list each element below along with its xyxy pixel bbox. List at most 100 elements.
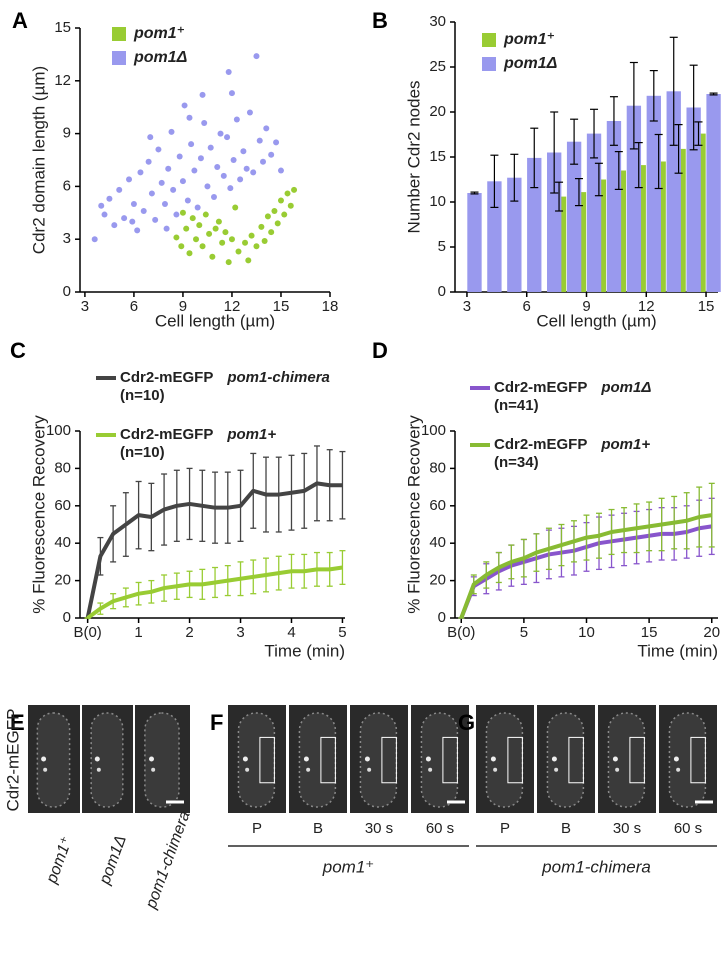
micrograph (350, 705, 408, 813)
micrograph (289, 705, 347, 813)
legend-label: pom1Δ (133, 49, 188, 66)
cell-outline (546, 712, 585, 808)
legend-n: (n=10) (120, 387, 165, 404)
panel-letter: E (10, 710, 25, 735)
bleach-box (320, 736, 336, 784)
legend-strain: pom1Δ (600, 379, 651, 396)
cell-outline (668, 712, 707, 808)
x-tick-label: 2 (185, 624, 193, 641)
image-ylabel: Cdr2-mEGFP (3, 709, 22, 812)
error-bar (634, 142, 643, 189)
bleach-box (442, 736, 458, 784)
bar (666, 91, 681, 292)
signal-spot (242, 756, 248, 762)
bar (507, 177, 522, 292)
y-tick-label: 60 (429, 497, 446, 514)
frame-label: B (561, 820, 571, 837)
error-bar (470, 191, 479, 195)
x-tick-label: 20 (703, 624, 720, 641)
legend-label: pom1⁺ (133, 25, 185, 42)
signal-spot (425, 756, 431, 762)
signal-spot (551, 756, 557, 762)
signal-spot (41, 756, 47, 762)
point (189, 215, 196, 222)
point (261, 237, 268, 244)
point (126, 176, 133, 183)
y-tick-label: 30 (429, 13, 446, 30)
point (111, 222, 118, 229)
cell-outline (359, 712, 398, 808)
error-bar (629, 61, 638, 150)
error-bar (530, 127, 539, 189)
legend-n: (n=41) (494, 397, 539, 414)
bar (527, 157, 542, 292)
point (284, 190, 291, 197)
series-line (86, 565, 343, 620)
panel-letter: C (10, 338, 26, 363)
point (188, 141, 195, 148)
image-label: pom1⁺ (43, 834, 76, 886)
point (116, 186, 123, 193)
signal-spot (94, 756, 100, 762)
signal-spot (612, 756, 618, 762)
point (277, 197, 284, 204)
error-bar (550, 111, 559, 194)
frame-label: P (500, 820, 510, 837)
point (287, 202, 294, 209)
frame-label: 60 s (426, 820, 454, 837)
error-bar (709, 92, 718, 96)
x-axis-label: Cell length (µm) (155, 311, 275, 330)
point (215, 218, 222, 225)
bar (626, 105, 642, 292)
legend-label: pom1⁺ (503, 31, 555, 48)
y-axis-label: % Fluorescence Recovery (404, 415, 423, 614)
micrograph (537, 705, 595, 813)
micrograph (659, 705, 717, 813)
legend-swatch (482, 33, 496, 47)
y-tick-label: 9 (63, 125, 71, 142)
point (268, 151, 275, 158)
y-tick-label: 0 (63, 283, 71, 300)
bleach-box (690, 736, 706, 784)
point (183, 225, 190, 232)
y-tick-label: 40 (429, 534, 446, 551)
micrograph (228, 705, 286, 813)
point (233, 116, 240, 123)
point (206, 230, 213, 237)
point (168, 128, 175, 135)
cell-outline (90, 712, 124, 808)
image-label: pom1-chimera (142, 809, 193, 912)
point (250, 169, 257, 176)
point (235, 248, 242, 255)
point (224, 134, 231, 141)
y-tick-label: 0 (63, 609, 71, 626)
point (245, 257, 252, 264)
legend-n: (n=10) (120, 444, 165, 461)
x-tick-label: 15 (698, 298, 715, 315)
point (170, 186, 177, 193)
x-tick-label: B(0) (447, 624, 475, 641)
point (281, 211, 288, 218)
x-axis-label: Cell length (µm) (536, 311, 656, 330)
legend-strain: pom1+ (226, 426, 276, 443)
bar (547, 152, 562, 292)
frame-label: 60 s (674, 820, 702, 837)
point (207, 144, 214, 151)
x-tick-label: 9 (179, 298, 187, 315)
y-tick-label: 20 (429, 572, 446, 589)
signal-spot (673, 756, 679, 762)
x-tick-label: 18 (322, 298, 339, 315)
y-tick-label: 6 (63, 177, 71, 194)
bleach-box (507, 736, 523, 784)
point (161, 201, 168, 207)
point (222, 229, 229, 236)
point (121, 215, 128, 222)
point (165, 165, 172, 172)
bleach-box (259, 736, 275, 784)
point (258, 223, 265, 230)
point (240, 148, 247, 155)
point (137, 169, 144, 176)
strain-label: pom1-chimera (541, 857, 651, 876)
point (155, 146, 162, 153)
